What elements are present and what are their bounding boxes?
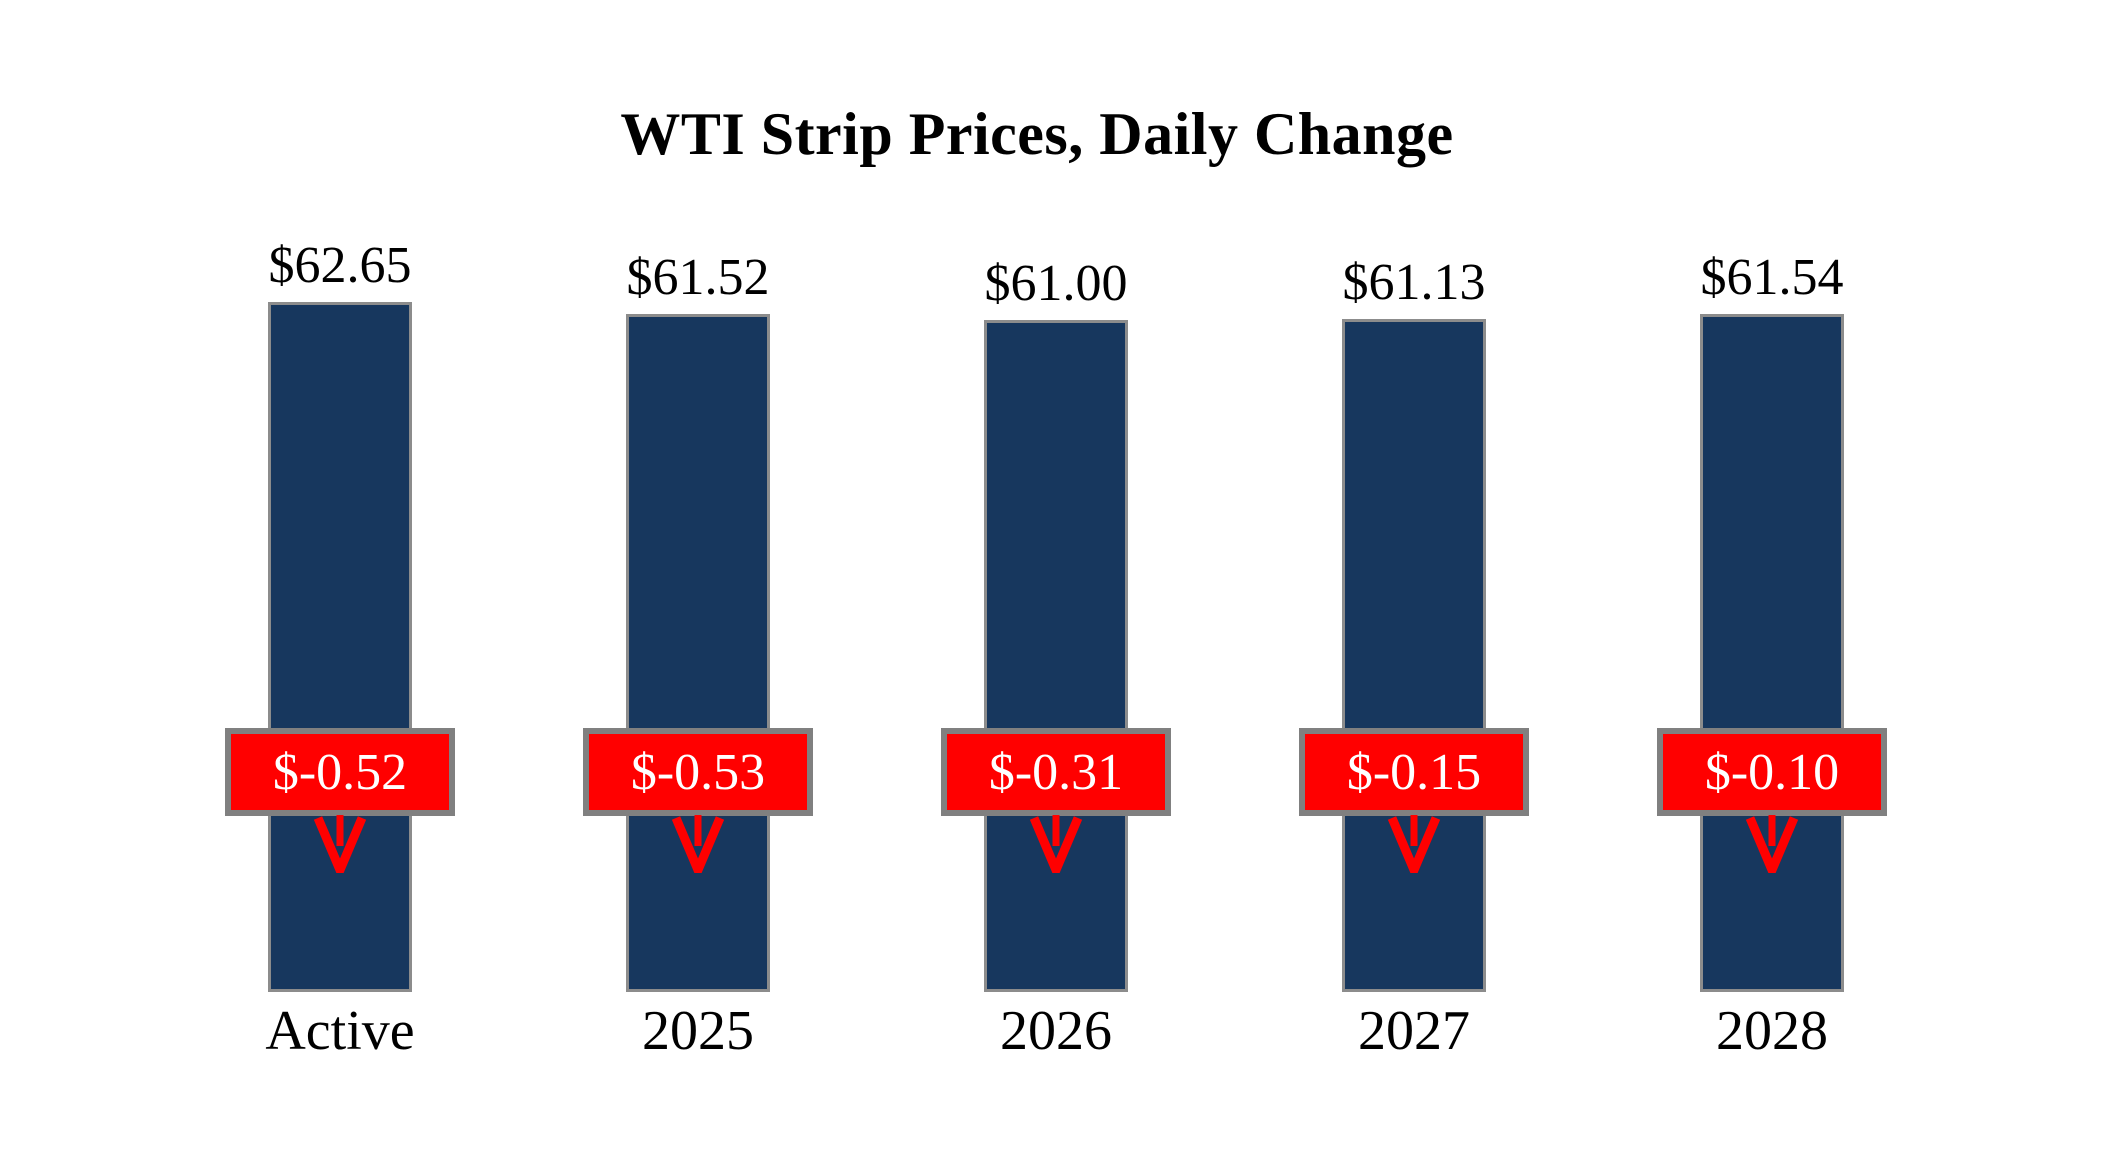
category-label: 2026 bbox=[1000, 1000, 1112, 1062]
daily-change-badge: $-0.52 bbox=[225, 728, 455, 816]
down-arrow-icon bbox=[1387, 815, 1441, 882]
category-label: 2025 bbox=[642, 1000, 754, 1062]
category-label: 2028 bbox=[1716, 1000, 1828, 1062]
price-bar bbox=[1700, 314, 1844, 992]
category-label: 2027 bbox=[1358, 1000, 1470, 1062]
daily-change-badge: $-0.10 bbox=[1657, 728, 1887, 816]
daily-change-badge: $-0.15 bbox=[1299, 728, 1529, 816]
down-arrow-icon bbox=[1745, 815, 1799, 882]
price-label: $61.52 bbox=[626, 249, 770, 306]
chart-title: WTI Strip Prices, Daily Change bbox=[620, 101, 1454, 167]
daily-change-badge: $-0.31 bbox=[941, 728, 1171, 816]
price-label: $62.65 bbox=[268, 237, 412, 294]
down-arrow-icon bbox=[1029, 815, 1083, 882]
daily-change-badge: $-0.53 bbox=[583, 728, 813, 816]
price-bar bbox=[1342, 319, 1486, 992]
price-bar bbox=[268, 302, 412, 992]
down-arrow-icon bbox=[671, 815, 725, 882]
price-bar bbox=[984, 320, 1128, 992]
down-arrow-icon bbox=[313, 815, 367, 882]
price-bar bbox=[626, 314, 770, 992]
price-label: $61.00 bbox=[984, 255, 1128, 312]
price-label: $61.54 bbox=[1700, 249, 1844, 306]
category-label: Active bbox=[265, 1000, 415, 1062]
price-label: $61.13 bbox=[1342, 254, 1486, 311]
